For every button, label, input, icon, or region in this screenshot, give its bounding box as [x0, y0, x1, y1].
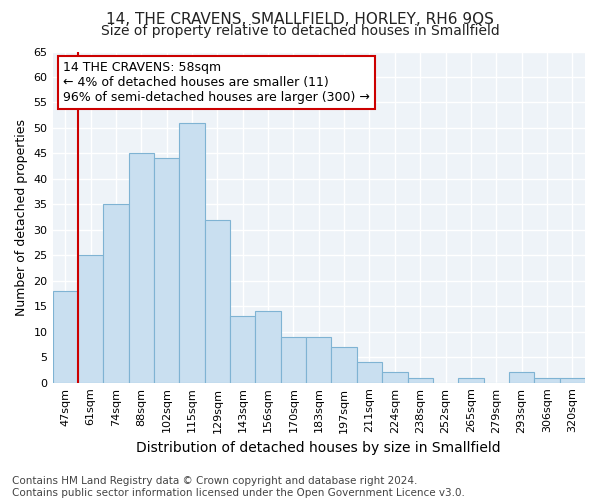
Text: Size of property relative to detached houses in Smallfield: Size of property relative to detached ho… [101, 24, 499, 38]
Bar [103, 204, 128, 382]
Bar [154, 158, 179, 382]
X-axis label: Distribution of detached houses by size in Smallfield: Distribution of detached houses by size … [136, 441, 501, 455]
Bar [534, 378, 560, 382]
Bar [256, 312, 281, 382]
Bar [509, 372, 534, 382]
Text: 14, THE CRAVENS, SMALLFIELD, HORLEY, RH6 9QS: 14, THE CRAVENS, SMALLFIELD, HORLEY, RH6… [106, 12, 494, 26]
Text: 14 THE CRAVENS: 58sqm
← 4% of detached houses are smaller (11)
96% of semi-detac: 14 THE CRAVENS: 58sqm ← 4% of detached h… [63, 62, 370, 104]
Bar [205, 220, 230, 382]
Bar [281, 337, 306, 382]
Bar [331, 347, 357, 382]
Bar [306, 337, 331, 382]
Bar [382, 372, 407, 382]
Bar [357, 362, 382, 382]
Bar [53, 291, 78, 382]
Bar [407, 378, 433, 382]
Bar [128, 154, 154, 382]
Bar [560, 378, 585, 382]
Bar [230, 316, 256, 382]
Bar [458, 378, 484, 382]
Text: Contains HM Land Registry data © Crown copyright and database right 2024.
Contai: Contains HM Land Registry data © Crown c… [12, 476, 465, 498]
Bar [179, 123, 205, 382]
Bar [78, 256, 103, 382]
Y-axis label: Number of detached properties: Number of detached properties [15, 118, 28, 316]
